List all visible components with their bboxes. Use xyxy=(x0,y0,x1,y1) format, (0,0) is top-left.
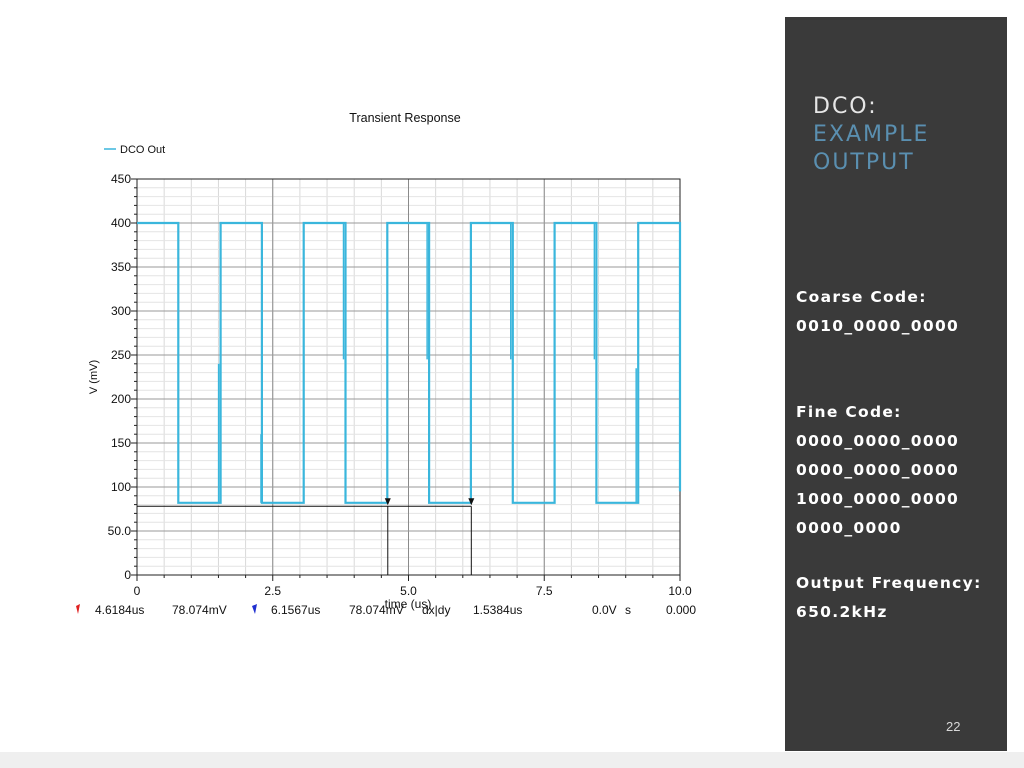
legend-label: DCO Out xyxy=(120,144,165,156)
slope-value: 0.000 xyxy=(666,603,696,617)
series-glitches xyxy=(217,223,637,503)
x-tick-label: 10.0 xyxy=(668,584,692,598)
marker1-time: 4.6184us xyxy=(95,603,144,617)
output-frequency-block: Output Frequency: 650.2kHz xyxy=(796,569,982,627)
x-tick-label: 5.0 xyxy=(400,584,417,598)
y-axis-label: V (mV) xyxy=(88,360,100,394)
fine-code-value-2: 0000_0000_0000 xyxy=(796,461,960,479)
marker2-value: 78.074mV xyxy=(349,603,404,617)
title-line-1: DCO: xyxy=(813,94,878,119)
coarse-code-label: Coarse Code: xyxy=(796,288,927,306)
y-tick-label: 400 xyxy=(111,216,131,230)
title-line-3: OUTPUT xyxy=(813,150,915,175)
output-frequency-label: Output Frequency: xyxy=(796,574,982,592)
page-number: 22 xyxy=(946,719,961,734)
slope-unit: s xyxy=(625,603,631,617)
coarse-code-value: 0010_0000_0000 xyxy=(796,317,960,335)
slide-bottom-strip xyxy=(0,752,1024,768)
delta-x: 1.5384us xyxy=(473,603,522,617)
marker-readout-bar: 4.6184us 78.074mV 6.1567us 78.074mV dx|d… xyxy=(76,600,780,620)
marker2-flag-icon xyxy=(252,604,257,614)
fine-code-block: Fine Code: 0000_0000_0000 0000_0000_0000… xyxy=(796,398,959,543)
chart-title: Transient Response xyxy=(349,111,460,125)
y-tick-label: 0 xyxy=(124,568,131,582)
x-tick-labels: 0 2.5 5.0 7.5 10.0 xyxy=(134,584,692,598)
y-tick-label: 200 xyxy=(111,392,131,406)
grid xyxy=(137,179,680,575)
cursor-markers xyxy=(137,498,475,575)
side-panel: DCO: EXAMPLE OUTPUT Coarse Code: 0010_00… xyxy=(785,17,1007,751)
y-tick-labels: 0 50.0 100 150 200 250 300 350 400 450 xyxy=(108,172,132,582)
marker1-flag-icon xyxy=(76,604,80,614)
transient-response-chart: Transient Response DCO Out 0 2.5 5.0 7.5 10.… xyxy=(76,111,780,620)
fine-code-value-4: 0000_0000 xyxy=(796,519,902,537)
delta-label: dx|dy xyxy=(422,603,450,617)
y-tick-label: 250 xyxy=(111,348,131,362)
y-tick-label: 450 xyxy=(111,172,131,186)
marker2-time: 6.1567us xyxy=(271,603,320,617)
x-axis-label: time (us) xyxy=(385,597,432,611)
marker-2-triangle xyxy=(468,498,475,506)
fine-code-label: Fine Code: xyxy=(796,403,902,421)
x-tick-label: 2.5 xyxy=(264,584,281,598)
marker1-value: 78.074mV xyxy=(172,603,227,617)
x-tick-label: 0 xyxy=(134,584,141,598)
output-frequency-value: 650.2kHz xyxy=(796,603,888,621)
x-tick-label: 7.5 xyxy=(536,584,553,598)
slide-title: DCO: EXAMPLE OUTPUT xyxy=(813,93,929,177)
marker-1-triangle xyxy=(384,498,391,506)
title-line-2: EXAMPLE xyxy=(813,122,930,147)
axis-ticks xyxy=(131,178,681,581)
fine-code-value-3: 1000_0000_0000 xyxy=(796,490,960,508)
fine-code-value-1: 0000_0000_0000 xyxy=(796,432,960,450)
y-tick-label: 150 xyxy=(111,436,131,450)
y-tick-label: 100 xyxy=(111,480,131,494)
coarse-code-block: Coarse Code: 0010_0000_0000 xyxy=(796,283,959,341)
y-tick-label: 50.0 xyxy=(108,524,132,538)
readout-clip xyxy=(701,600,780,620)
y-tick-label: 350 xyxy=(111,260,131,274)
delta-y: 0.0V xyxy=(592,603,617,617)
y-tick-label: 300 xyxy=(111,304,131,318)
series-dco-out-line xyxy=(137,221,682,504)
